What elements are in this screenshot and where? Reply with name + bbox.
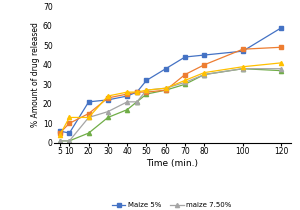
potato 7.50% xyxy=(202,71,206,74)
Maize 5% xyxy=(106,99,110,101)
Maize 5% xyxy=(164,67,168,70)
potato 5% xyxy=(58,132,61,134)
potato 5% xyxy=(145,91,148,93)
Maize 5% xyxy=(145,79,148,82)
Maize 5% xyxy=(241,50,244,52)
potato 5% xyxy=(87,112,91,115)
potato 5% xyxy=(106,97,110,99)
Maize 5% xyxy=(68,132,71,134)
potato 7.50% xyxy=(183,79,187,82)
potato 5% xyxy=(68,122,71,125)
maize 7.50% xyxy=(58,140,61,142)
maize 7.50% xyxy=(68,140,71,142)
Maize 5% xyxy=(202,54,206,56)
potato 5% xyxy=(135,91,139,93)
potato 5% xyxy=(183,73,187,76)
maize 7.50% xyxy=(145,89,148,91)
maize 7.50% xyxy=(280,67,283,70)
potato 7.50% xyxy=(68,116,71,119)
X-axis label: Time (min.): Time (min.) xyxy=(146,159,199,168)
maize 7.50% xyxy=(125,101,129,103)
potato 5% xyxy=(280,46,283,49)
Maize 5% xyxy=(135,91,139,93)
potato 7.50% xyxy=(164,87,168,89)
Maize 5% xyxy=(183,56,187,58)
Line: potato 5%: potato 5% xyxy=(58,45,284,135)
potato 7.50% xyxy=(87,116,91,119)
Maize 5% xyxy=(87,101,91,103)
Maize 5% xyxy=(125,95,129,97)
potato 7.50% xyxy=(58,134,61,136)
maize 7.50% xyxy=(202,73,206,76)
maize 7.50% xyxy=(135,101,139,103)
maize 7.50% xyxy=(183,81,187,84)
potato 7.50% xyxy=(280,62,283,64)
potato 5% xyxy=(125,93,129,95)
potato 5% xyxy=(202,64,206,66)
maize 7.50% xyxy=(241,67,244,70)
Maize 5% xyxy=(280,26,283,29)
Maize 5% xyxy=(58,130,61,132)
maize 7.50% xyxy=(164,87,168,89)
maize 7.50% xyxy=(106,110,110,113)
Line: potato 7.50%: potato 7.50% xyxy=(58,61,284,137)
potato 7.50% xyxy=(135,91,139,93)
maize 7.50% xyxy=(87,116,91,119)
Legend: Maize 5%, potato 5%, maize 7.50%, potato 7.50%: Maize 5%, potato 5%, maize 7.50%, potato… xyxy=(110,201,235,210)
Line: Maize 5%: Maize 5% xyxy=(58,26,284,135)
potato 7.50% xyxy=(106,95,110,97)
Y-axis label: % Amount of drug released: % Amount of drug released xyxy=(31,22,40,127)
potato 5% xyxy=(164,89,168,91)
potato 7.50% xyxy=(145,89,148,91)
potato 7.50% xyxy=(125,91,129,93)
potato 5% xyxy=(241,48,244,50)
Line: maize 7.50%: maize 7.50% xyxy=(58,67,284,143)
potato 7.50% xyxy=(241,66,244,68)
